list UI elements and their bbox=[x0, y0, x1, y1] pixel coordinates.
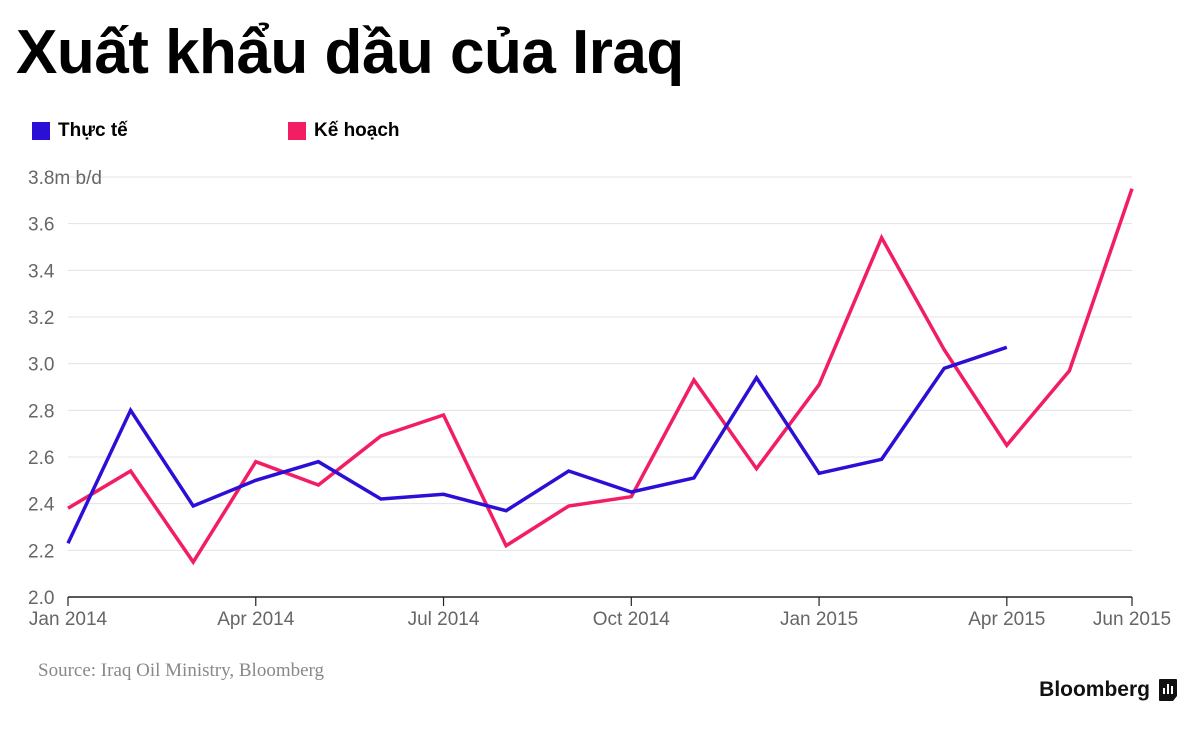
y-tick-label: 2.2 bbox=[28, 541, 54, 562]
y-tick-label: 2.6 bbox=[28, 448, 54, 469]
legend-item-plan: Kế hoạch bbox=[288, 120, 400, 142]
x-tick-label: Apr 2014 bbox=[217, 609, 295, 630]
y-tick-label: 3.8m b/d bbox=[28, 168, 102, 189]
x-tick-label: Jun 2015 bbox=[1093, 609, 1171, 630]
x-tick-label: Jan 2015 bbox=[780, 609, 858, 630]
y-tick-label: 3.2 bbox=[28, 308, 54, 329]
x-tick-label: Oct 2014 bbox=[593, 609, 671, 630]
series-line-plan bbox=[67, 188, 1134, 566]
brand: Bloomberg bbox=[1039, 678, 1178, 702]
x-tick-label: Jan 2014 bbox=[29, 609, 108, 630]
x-tick-label: Jul 2014 bbox=[408, 609, 480, 630]
chart-title: Xuất khẩu dầu của Iraq bbox=[16, 18, 684, 87]
source-note: Source: Iraq Oil Ministry, Bloomberg bbox=[38, 660, 325, 681]
legend-swatch-plan bbox=[288, 122, 306, 140]
y-tick-label: 3.0 bbox=[28, 355, 54, 376]
legend: Thực tế Kế hoạch bbox=[0, 120, 1200, 150]
legend-label-actual: Thực tế bbox=[58, 120, 128, 141]
bloomberg-chart-icon bbox=[1159, 679, 1177, 701]
legend-label-plan: Kế hoạch bbox=[314, 120, 400, 141]
y-tick-label: 2.0 bbox=[28, 588, 54, 609]
legend-swatch-actual bbox=[32, 122, 50, 140]
brand-name: Bloomberg bbox=[1039, 678, 1150, 701]
x-tick-label: Apr 2015 bbox=[968, 609, 1045, 630]
y-tick-label: 2.8 bbox=[28, 401, 54, 422]
y-tick-label: 3.4 bbox=[28, 261, 55, 282]
y-tick-label: 2.4 bbox=[28, 495, 55, 516]
y-tick-label: 3.6 bbox=[28, 215, 54, 236]
legend-item-actual: Thực tế bbox=[32, 120, 128, 142]
series-line-actual bbox=[66, 345, 1008, 545]
